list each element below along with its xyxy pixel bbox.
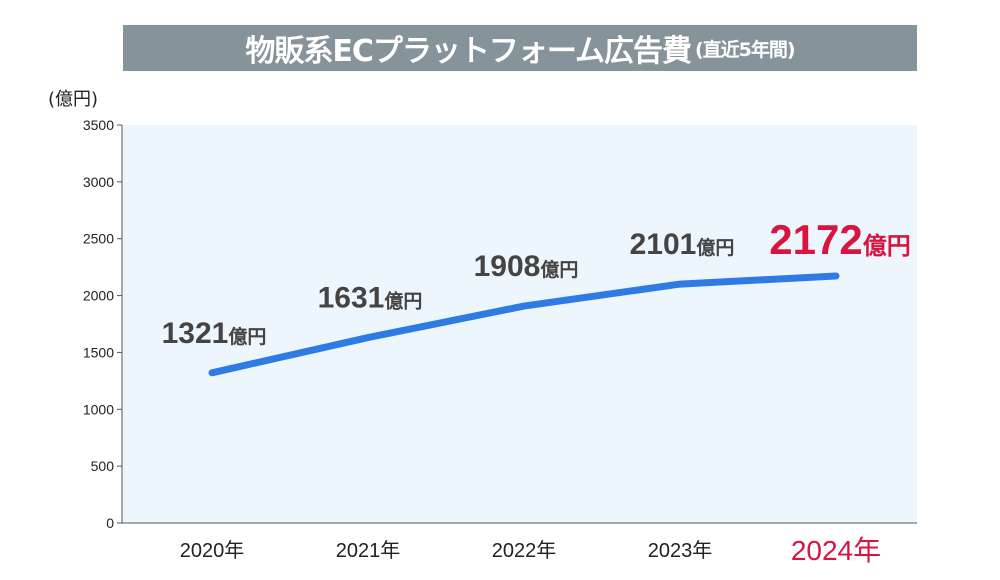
- series-line: [208, 272, 840, 377]
- data-label-value: 2101: [630, 228, 697, 261]
- data-label-value: 2172: [769, 216, 862, 263]
- chart-title-text: 物販系ECプラットフォーム広告費: [245, 34, 692, 69]
- y-tick-label: 500: [91, 458, 115, 474]
- data-label: 1631億円: [318, 282, 423, 315]
- chart-title: 物販系ECプラットフォーム広告費 (直近5年間): [123, 25, 917, 71]
- data-label: 2172億円: [769, 216, 910, 263]
- data-label-value: 1908: [474, 250, 541, 283]
- chart-subtitle: (直近5年間): [695, 38, 796, 61]
- x-tick-label: 2021年: [336, 539, 401, 562]
- y-tick-label: 1000: [83, 401, 114, 417]
- data-label-unit: 億円: [384, 290, 422, 313]
- y-tick-label: 2500: [83, 231, 114, 247]
- data-label: 1908億円: [474, 250, 579, 283]
- y-tick-label: 0: [106, 515, 114, 531]
- x-tick-label: 2024年: [791, 535, 881, 566]
- data-label: 2101億円: [630, 228, 735, 261]
- data-label-unit: 億円: [696, 236, 734, 259]
- x-tick-label: 2022年: [492, 539, 557, 562]
- plot-background: [122, 125, 917, 523]
- x-tick-label: 2020年: [180, 539, 245, 562]
- y-axis-label: (億円): [48, 89, 98, 110]
- data-label: 1321億円: [162, 317, 267, 350]
- data-label-unit: 億円: [228, 325, 266, 348]
- data-label-unit: 億円: [540, 258, 578, 281]
- data-label-value: 1631: [318, 282, 385, 315]
- y-tick-label: 3000: [83, 174, 114, 190]
- y-tick-label: 2000: [83, 288, 114, 304]
- x-tick-label: 2023年: [648, 539, 713, 562]
- y-tick-label: 1500: [83, 344, 114, 360]
- data-label-value: 1321: [162, 317, 229, 350]
- y-tick-label: 3500: [83, 117, 114, 133]
- data-label-unit: 億円: [863, 232, 911, 260]
